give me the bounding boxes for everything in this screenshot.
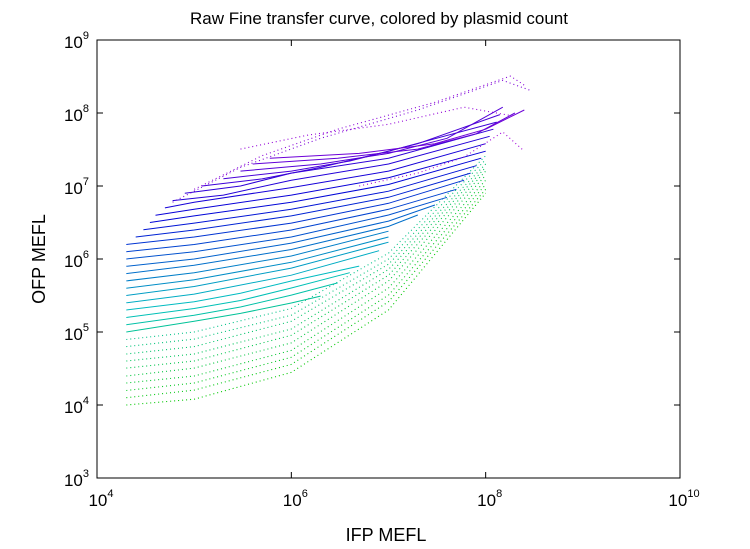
series-curve	[155, 150, 486, 216]
series-curve	[126, 155, 487, 341]
series-curve	[269, 109, 525, 159]
series-curve	[126, 204, 436, 267]
series-curve	[172, 135, 490, 202]
series-curve	[135, 172, 471, 238]
series-curve	[126, 282, 338, 326]
x-axis-label: IFP MEFL	[346, 525, 427, 545]
series-curve	[126, 184, 487, 392]
series-curve	[126, 250, 380, 304]
series-curve	[126, 188, 487, 399]
y-tick-label: 105	[64, 322, 89, 344]
series-curve	[126, 170, 487, 369]
series-curve	[223, 114, 501, 180]
series-curve	[126, 174, 487, 377]
y-tick-label: 108	[64, 103, 89, 125]
series-curve	[126, 265, 360, 311]
y-tick-label: 104	[64, 395, 89, 417]
series-curve	[143, 165, 477, 231]
series-curve	[126, 295, 321, 333]
series-curve	[126, 179, 487, 384]
x-tick-label: 104	[88, 488, 113, 510]
series-curve	[126, 163, 487, 355]
y-axis-label: OFP MEFL	[29, 214, 49, 304]
series-curve	[149, 157, 482, 223]
series-curve	[164, 143, 486, 209]
y-tick-label: 103	[64, 468, 89, 490]
series-curve	[172, 79, 533, 203]
series-curve	[126, 236, 389, 289]
x-tick-label: 106	[283, 488, 308, 510]
series-layer	[126, 75, 533, 406]
y-tick-label: 106	[64, 249, 89, 271]
series-curve	[126, 196, 448, 260]
series-curve	[126, 192, 487, 406]
series-curve	[126, 230, 389, 282]
series-curve	[252, 112, 516, 165]
series-curve	[126, 188, 457, 253]
series-curve	[126, 159, 487, 348]
series-curve	[240, 106, 504, 172]
series-curve	[359, 131, 525, 187]
x-tick-label: 108	[477, 488, 502, 510]
chart-title: Raw Fine transfer curve, colored by plas…	[190, 9, 568, 28]
series-curve	[126, 167, 487, 362]
series-curve	[126, 241, 389, 296]
series-curve	[126, 272, 350, 318]
y-tick-label: 109	[64, 30, 89, 52]
series-curve	[240, 106, 515, 150]
series-curve	[126, 179, 465, 245]
series-curve	[126, 214, 418, 275]
y-tick-label: 107	[64, 176, 89, 198]
x-tick-label: 1010	[668, 488, 699, 510]
